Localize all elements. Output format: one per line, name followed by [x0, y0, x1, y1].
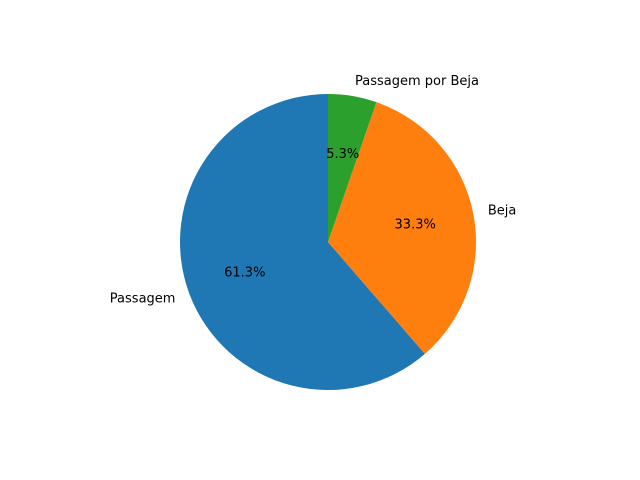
slice-label-passagem: Passagem: [110, 291, 176, 306]
pie-slices: [180, 94, 477, 390]
pie-labels: Passagem 61.3% Beja 33.3% Passagem por Beja 5…: [110, 74, 517, 306]
slice-percent-passagem: 61.3%: [224, 266, 265, 281]
slice-label-passagem-por-beja: Passagem por Beja: [355, 74, 479, 89]
pie-slice-passagem-por-beja: [328, 94, 377, 242]
pie-slice-beja: [328, 102, 477, 354]
slice-percent-passagem-por-beja: 5.3%: [326, 147, 359, 162]
pie-slice-passagem: [180, 94, 425, 390]
slice-label-beja: Beja: [488, 204, 517, 219]
slice-percent-beja: 33.3%: [395, 218, 436, 233]
